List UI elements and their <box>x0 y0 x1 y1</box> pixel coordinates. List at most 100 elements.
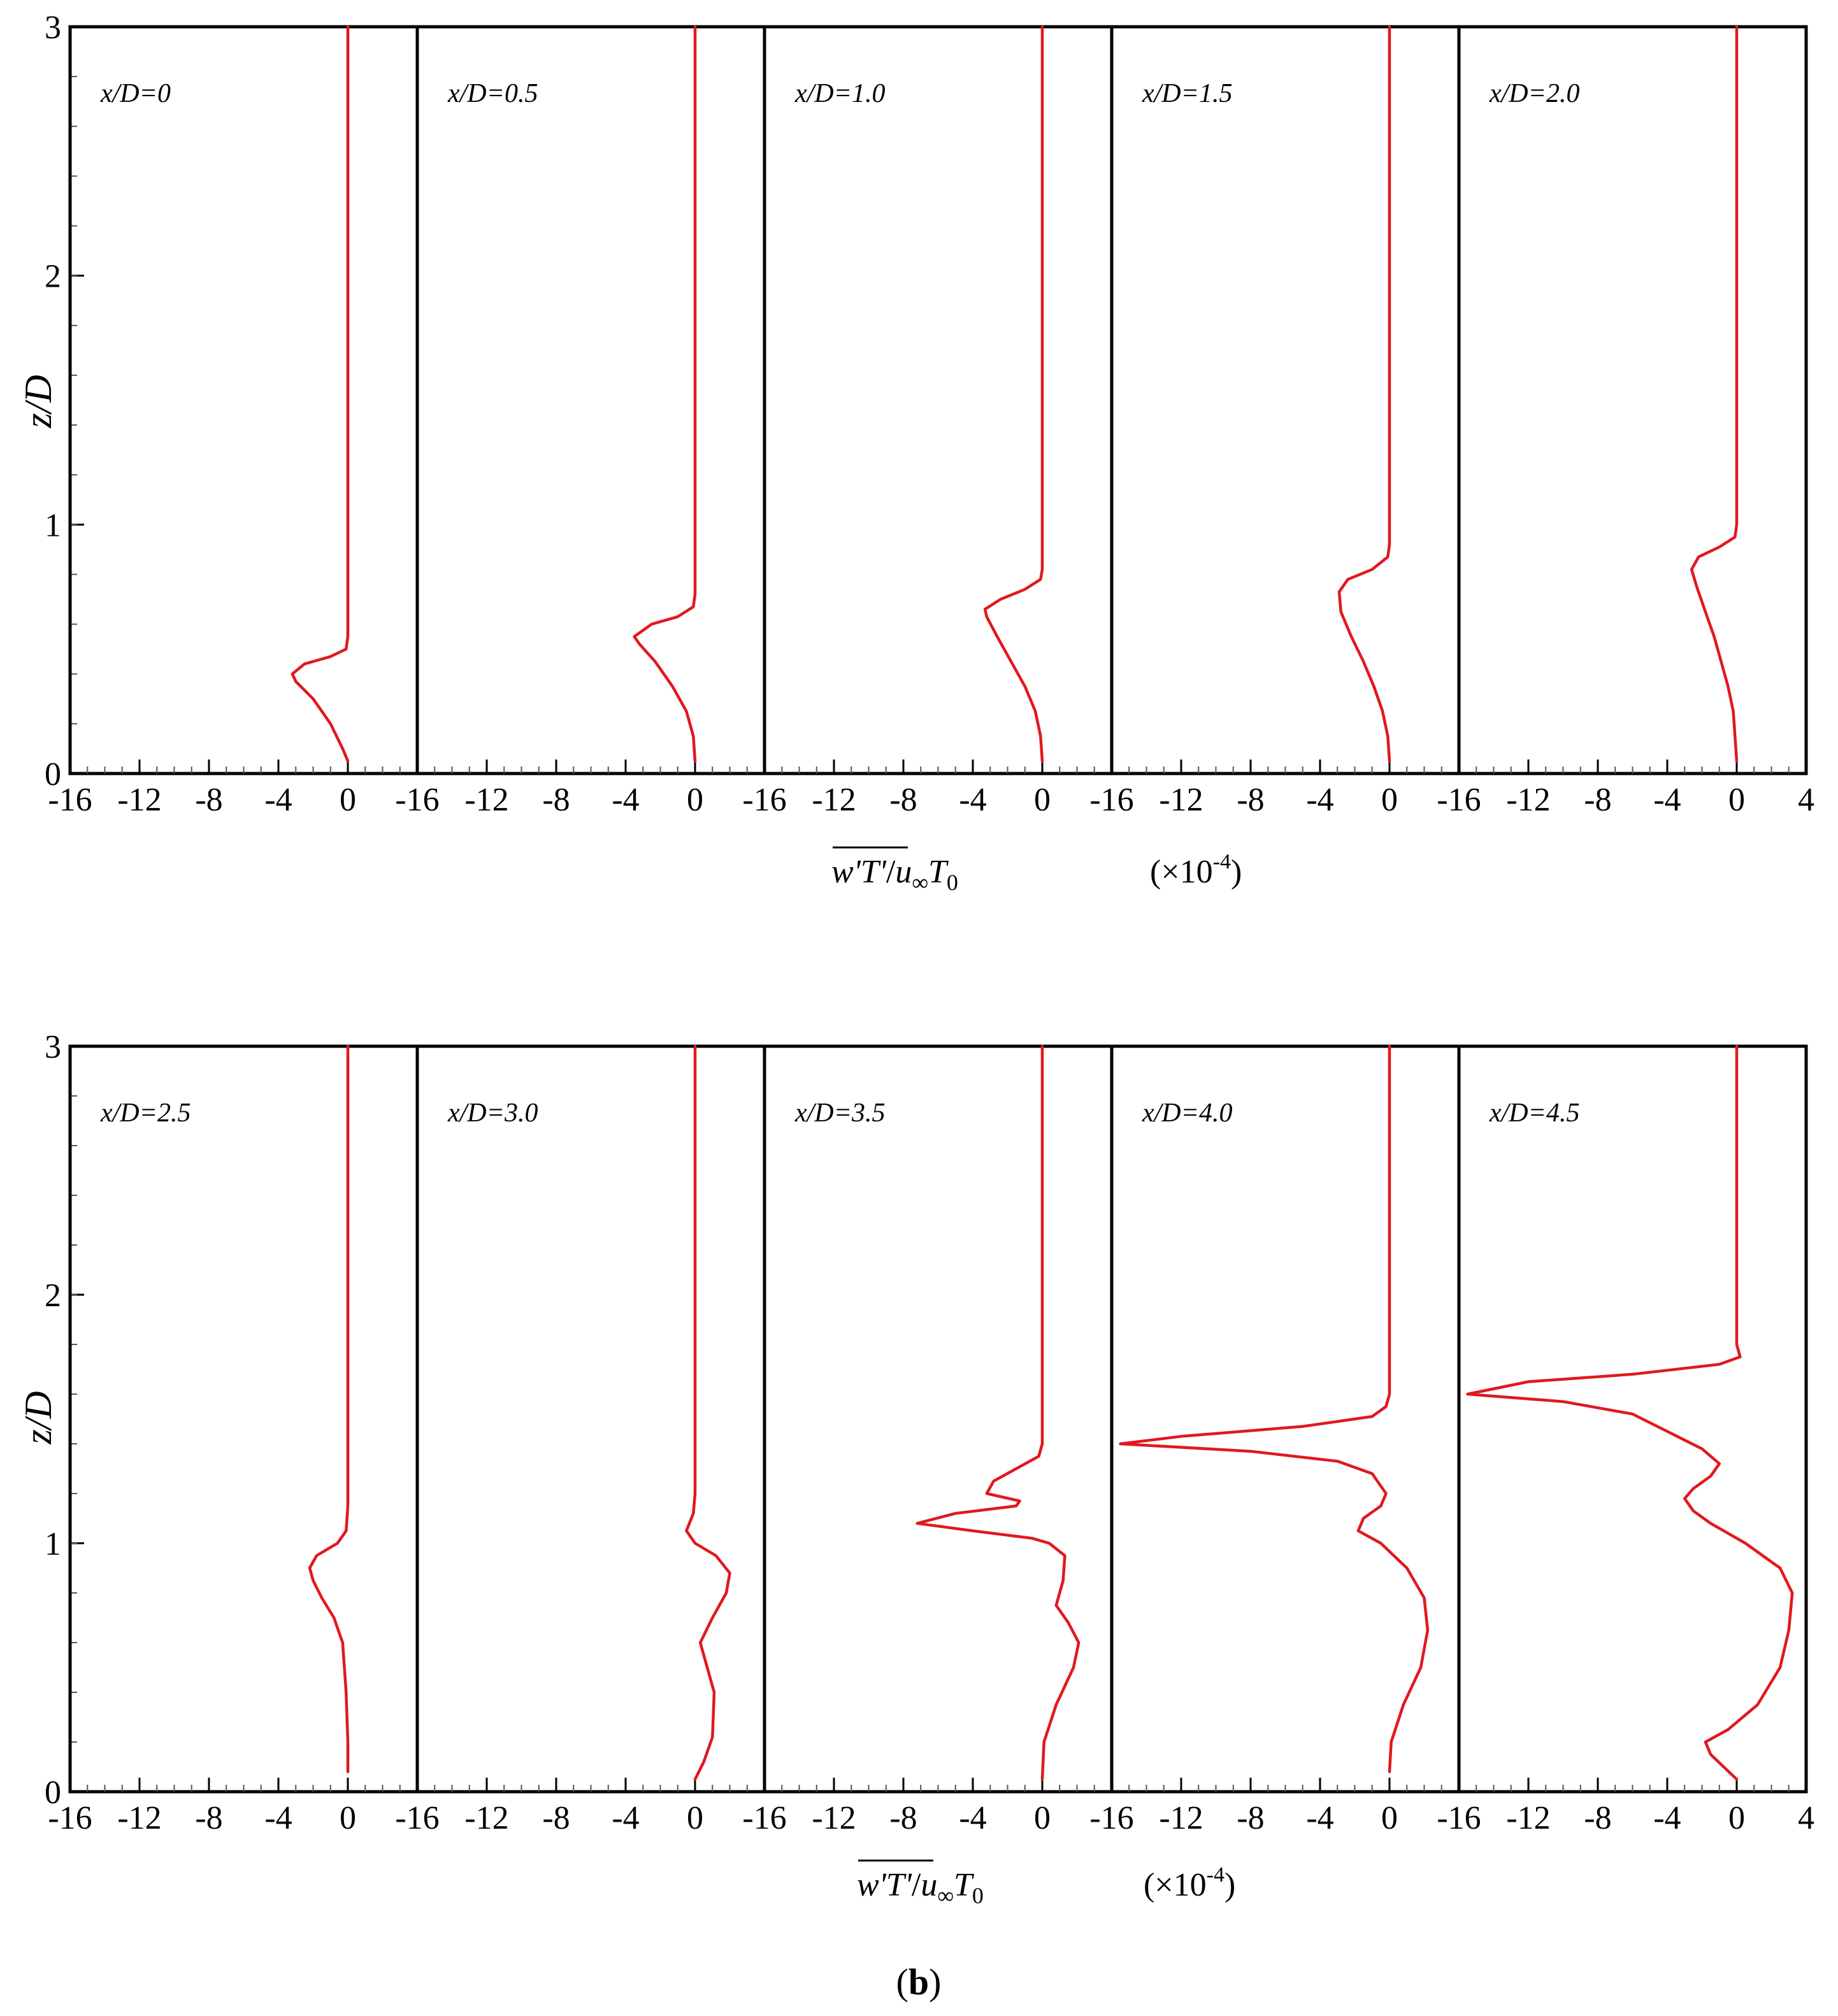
series-line <box>633 25 697 763</box>
x-tick-label: 4 <box>1798 782 1814 818</box>
x-tick-label: -4 <box>264 1800 292 1836</box>
x-tick-label: -16 <box>395 1800 439 1836</box>
series-line <box>291 25 350 763</box>
x-tick-label: -12 <box>812 782 856 818</box>
y-tick-label: 0 <box>45 756 61 793</box>
y-tick-label: 1 <box>45 507 61 544</box>
y-tick-label: 1 <box>45 1526 61 1562</box>
x-tick-label: -12 <box>117 1800 161 1836</box>
panel-frame <box>1110 1044 1461 1794</box>
x-tick-label: -16 <box>742 1800 786 1836</box>
x-tick-label: 0 <box>687 1800 703 1836</box>
x-tick-label: 0 <box>1728 782 1745 818</box>
x-tick-label: 0 <box>1034 782 1051 818</box>
svg-text:w'T'/u∞T0: w'T'/u∞T0 <box>831 854 958 895</box>
panel-frame <box>763 25 1114 775</box>
panel-frame <box>763 1044 1114 1794</box>
panel: -16 -12 -8 -4 0 x/D=0 <box>48 25 419 818</box>
x-tick-label: -16 <box>1437 782 1481 818</box>
x-axis-label-top: w'T'/u∞T0 <box>831 846 958 895</box>
x-tick-label: -16 <box>48 1800 92 1836</box>
x-tick-label: -16 <box>1089 1800 1133 1836</box>
x-tick-label: -4 <box>264 782 292 818</box>
panel-frame <box>1110 25 1461 775</box>
x-tick-label: -8 <box>542 1800 570 1836</box>
x-tick-label: -8 <box>1584 782 1611 818</box>
x-tick-label: -16 <box>742 782 786 818</box>
x-tick-label: -12 <box>1506 1800 1550 1836</box>
panel: -16 -12 -8 -4 0 x/D=1.5 <box>1089 25 1461 818</box>
panel: -16 -12 -8 -4 0 x/D=4.0 <box>1089 1044 1461 1836</box>
y-tick-label: 2 <box>45 259 61 295</box>
x-tick-label: -4 <box>612 1800 639 1836</box>
panel-label: x/D=4.5 <box>1489 1098 1579 1128</box>
x-tick-label: -16 <box>48 782 92 818</box>
x-tick-label: -12 <box>1159 1800 1203 1836</box>
x-tick-label: 0 <box>1728 1800 1745 1836</box>
x-tick-label: -12 <box>812 1800 856 1836</box>
x-tick-label: 0 <box>1381 1800 1398 1836</box>
x-tick-label: -4 <box>1653 782 1681 818</box>
x-tick-label: -12 <box>1506 782 1550 818</box>
series-line <box>1690 25 1739 763</box>
series-line <box>915 1044 1081 1781</box>
series-line <box>983 25 1044 763</box>
x-tick-label: -4 <box>959 1800 986 1836</box>
x-tick-label: -4 <box>612 782 639 818</box>
panel-frame <box>1457 25 1808 775</box>
x-tick-label: 0 <box>1034 1800 1051 1836</box>
chart-top: z/D 0 1 2 3 -16 -12 -8 -4 0 x/D=0 -16 -12 -8 -4 0 x/D=0.… <box>17 10 1814 818</box>
x-tick-label: -4 <box>1306 1800 1333 1836</box>
x-axis-label-bottom: w'T'/u∞T0 <box>857 1859 984 1908</box>
x-tick-label: -8 <box>889 782 917 818</box>
x-tick-label: -4 <box>1306 782 1333 818</box>
panel: -16 -12 -8 -4 0 x/D=3.0 <box>395 1044 766 1836</box>
x-tick-label: -4 <box>959 782 986 818</box>
series-line <box>308 1044 350 1774</box>
figure-label: (b) <box>896 1961 942 2003</box>
panel-label: x/D=2.0 <box>1489 79 1579 108</box>
panel-label: x/D=3.0 <box>447 1098 538 1128</box>
y-axis-label: z/D <box>17 1391 59 1444</box>
svg-text:w'T'/u∞T0: w'T'/u∞T0 <box>857 1867 984 1908</box>
x-tick-label: 0 <box>1381 782 1398 818</box>
panel-label: x/D=0 <box>100 79 171 108</box>
x-tick-label: -8 <box>1584 1800 1611 1836</box>
panel-label: x/D=3.5 <box>794 1098 885 1128</box>
panel: -16 -12 -8 -4 0 x/D=1.0 <box>742 25 1114 818</box>
x-tick-label: 0 <box>340 782 356 818</box>
x-scale-label-top: (×10-4) <box>1150 850 1242 890</box>
x-tick-label: -8 <box>195 1800 222 1836</box>
panel: -16 -12 -8 -4 0 x/D=3.5 <box>742 1044 1114 1836</box>
x-tick-label: -16 <box>395 782 439 818</box>
y-tick-label: 2 <box>45 1278 61 1314</box>
series-line <box>1466 1044 1794 1781</box>
x-tick-label: -12 <box>464 1800 508 1836</box>
x-tick-label: -8 <box>542 782 570 818</box>
panel-label: x/D=4.0 <box>1142 1098 1232 1128</box>
x-tick-label: -16 <box>1437 1800 1481 1836</box>
panel: -16 -12 -8 -4 0 4 x/D=4.5 <box>1437 1044 1814 1836</box>
y-tick-label: 3 <box>45 10 61 46</box>
panel-label: x/D=2.5 <box>100 1098 190 1128</box>
y-tick-label: 0 <box>45 1775 61 1811</box>
panel-frame <box>1457 1044 1808 1794</box>
panel-label: x/D=0.5 <box>447 79 538 108</box>
x-tick-label: 0 <box>340 1800 356 1836</box>
x-tick-label: -8 <box>195 782 222 818</box>
chart-bottom: z/D 0 1 2 3 -16 -12 -8 -4 0 x/D=2.5 -16 -12 -8 -4 0 x/D=… <box>17 1029 1814 1836</box>
y-tick-label: 3 <box>45 1029 61 1065</box>
series-line <box>1337 25 1391 763</box>
x-scale-label-bottom: (×10-4) <box>1144 1863 1235 1903</box>
panel-label: x/D=1.5 <box>1142 79 1232 108</box>
panel-frame <box>68 25 419 775</box>
x-tick-label: -12 <box>117 782 161 818</box>
x-tick-label: -16 <box>1089 782 1133 818</box>
x-tick-label: -8 <box>889 1800 917 1836</box>
x-tick-label: -8 <box>1237 782 1264 818</box>
panel-frame <box>415 1044 766 1794</box>
x-tick-label: -12 <box>1159 782 1203 818</box>
panel: -16 -12 -8 -4 0 x/D=2.5 <box>48 1044 419 1836</box>
panel-frame <box>415 25 766 775</box>
